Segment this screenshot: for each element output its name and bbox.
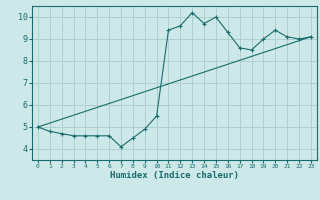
X-axis label: Humidex (Indice chaleur): Humidex (Indice chaleur) [110, 171, 239, 180]
